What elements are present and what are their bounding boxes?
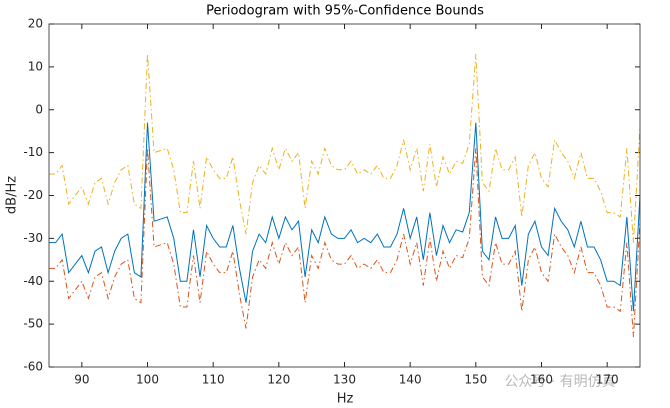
chart-title: Periodogram with 95%-Confidence Bounds xyxy=(206,4,484,19)
y-tick-label: -60 xyxy=(23,360,43,374)
x-tick-label: 140 xyxy=(399,373,422,387)
y-axis-label: dB/Hz xyxy=(5,176,20,214)
y-tick-label: -50 xyxy=(23,317,43,331)
y-tick-label: -40 xyxy=(23,274,43,288)
x-tick-label: 170 xyxy=(596,373,619,387)
x-tick-label: 130 xyxy=(333,373,356,387)
y-tick-label: 20 xyxy=(28,17,43,31)
plot-frame xyxy=(48,23,641,368)
watermark: 公众号 · 有明仿真 xyxy=(504,374,615,390)
y-tick-label: 10 xyxy=(28,59,43,73)
series-line xyxy=(49,122,640,312)
y-tick-label: -10 xyxy=(23,145,43,159)
x-tick-label: 100 xyxy=(136,373,159,387)
x-tick-label: 110 xyxy=(202,373,225,387)
y-tick-label: 0 xyxy=(35,102,43,116)
x-tick-label: 120 xyxy=(267,373,290,387)
x-tick-label: 160 xyxy=(530,373,553,387)
y-tick-label: -30 xyxy=(23,231,43,245)
x-tick-label: 150 xyxy=(464,373,487,387)
y-tick-label: -20 xyxy=(23,188,43,202)
x-tick-label: 90 xyxy=(74,373,89,387)
x-axis-label: Hz xyxy=(337,392,354,407)
